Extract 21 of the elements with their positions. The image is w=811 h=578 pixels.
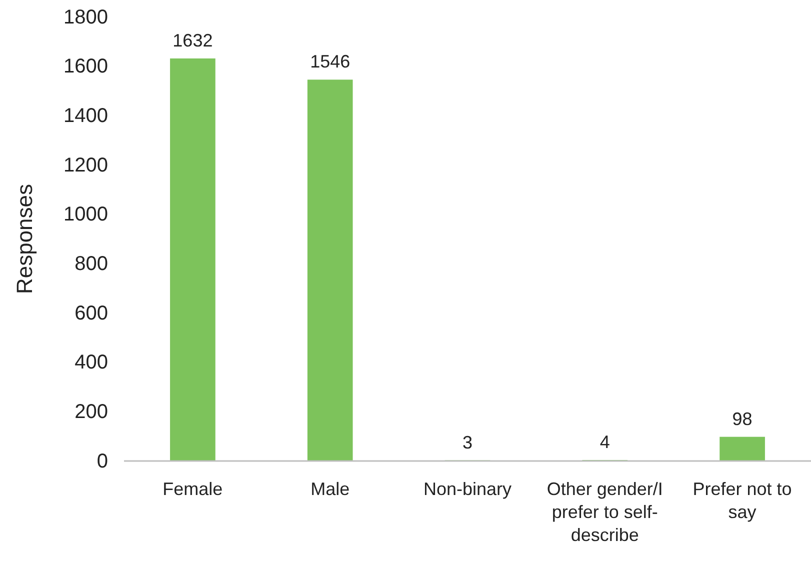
y-tick-label: 1000 (64, 204, 108, 226)
data-label: 1632 (172, 30, 213, 50)
x-tick-label: Prefer not to say (692, 479, 792, 522)
x-tick-label: Female (162, 479, 223, 499)
y-tick-label: 600 (74, 302, 108, 324)
y-tick-label: 200 (74, 401, 108, 424)
y-tick-label: 1400 (64, 105, 108, 128)
y-tick-label: 800 (74, 253, 108, 276)
data-label: 4 (600, 432, 610, 452)
y-tick-label: 1600 (64, 56, 108, 78)
data-label: 98 (732, 408, 752, 429)
y-tick-label: 400 (74, 352, 108, 374)
y-tick-label: 1200 (64, 154, 108, 176)
y-axis-title: Responses (12, 184, 37, 294)
y-tick-label: 1800 (64, 6, 108, 28)
x-tick-label: Male (310, 479, 350, 499)
data-label: 1546 (310, 52, 350, 72)
x-tick-label: Non-binary (423, 479, 512, 499)
data-label: 3 (462, 432, 473, 452)
y-tick-label: 0 (96, 450, 108, 472)
x-tick-label: Other gender/I prefer to self-describe (546, 479, 663, 545)
